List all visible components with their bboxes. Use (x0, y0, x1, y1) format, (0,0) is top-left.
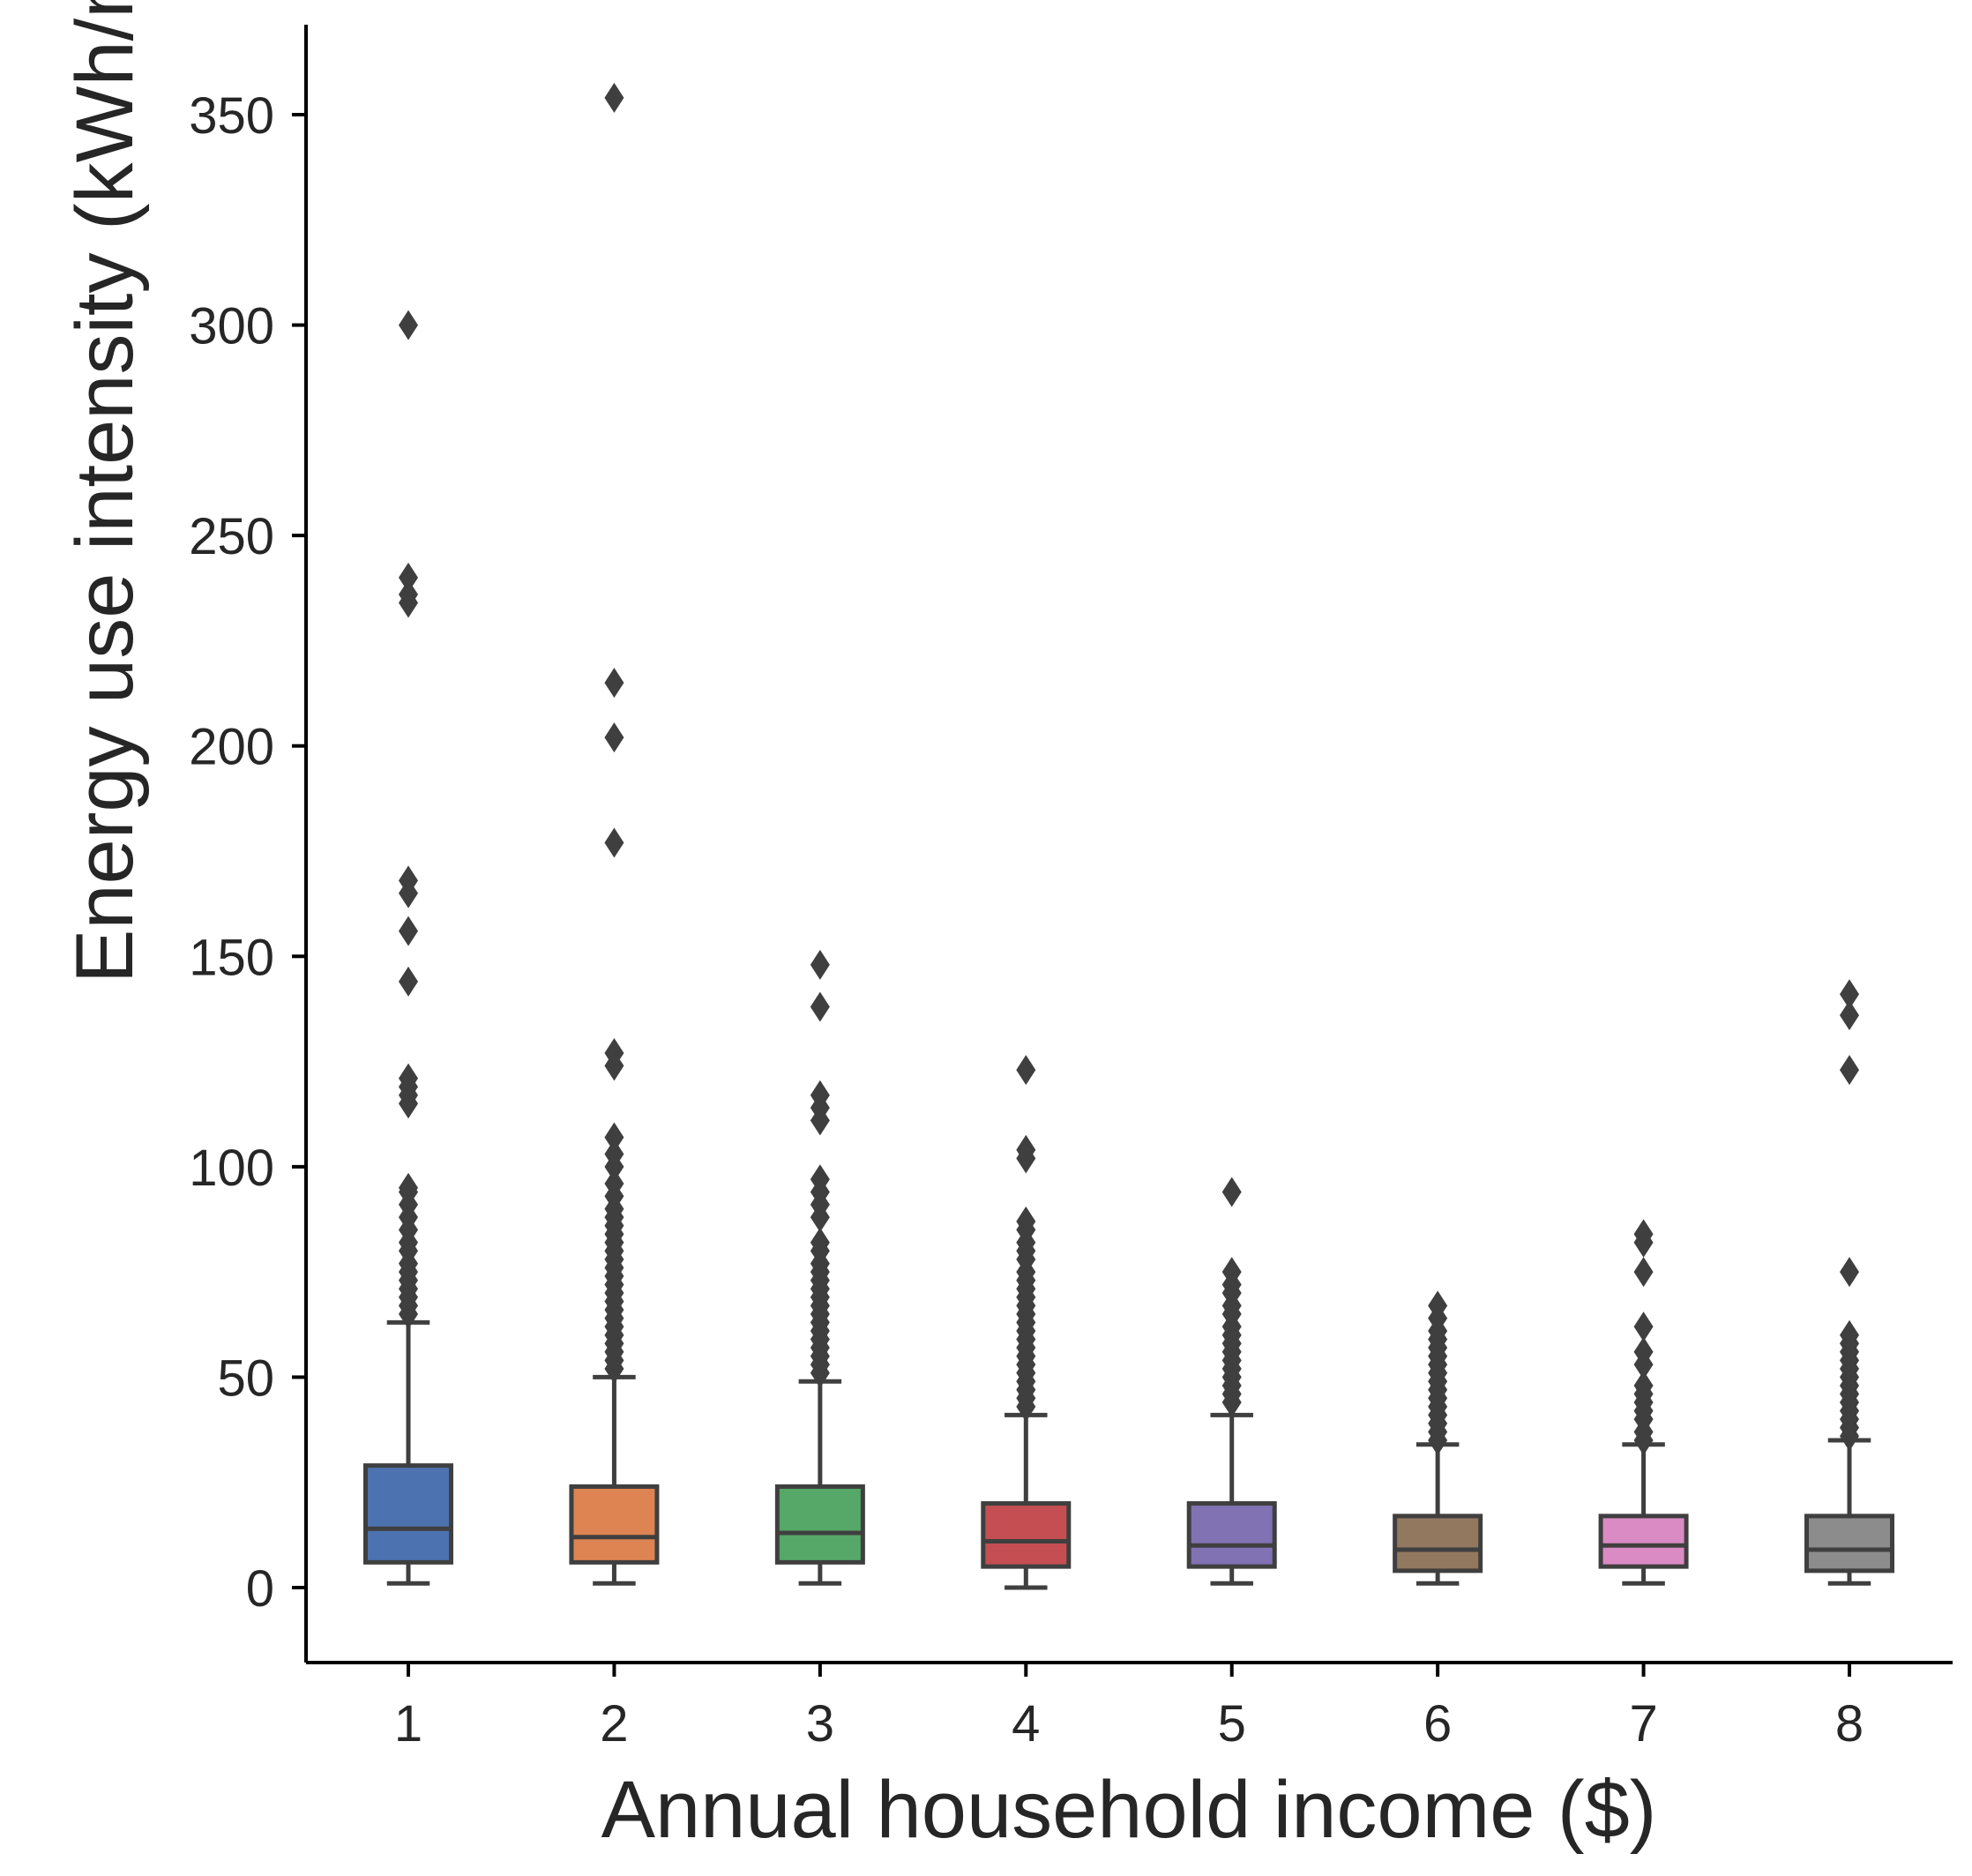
outlier-point (1633, 1370, 1654, 1401)
box-group-8 (1804, 979, 1894, 1586)
x-tick-label: 4 (1012, 1695, 1040, 1753)
x-tick-label: 6 (1423, 1695, 1452, 1753)
outlier-point (1016, 1055, 1036, 1086)
outlier-point (810, 991, 830, 1022)
outlier-point (1840, 1257, 1859, 1288)
outlier-point (604, 1168, 624, 1199)
y-tick-label: 250 (189, 508, 274, 565)
iqr-box (569, 1484, 660, 1565)
x-axis-title: Annual household income ($) (601, 1765, 1657, 1855)
y-tick-label: 50 (217, 1349, 274, 1407)
y-tick-label: 350 (189, 87, 274, 145)
y-tick-label: 100 (189, 1140, 274, 1197)
y-tick-label: 150 (189, 929, 274, 986)
outlier-point (1221, 1177, 1242, 1207)
outlier-point (810, 1080, 830, 1110)
outlier-point (604, 1038, 624, 1069)
outlier-point (1633, 1219, 1654, 1250)
outlier-point (810, 1164, 830, 1195)
outlier-point (604, 827, 624, 858)
boxes-layer (363, 82, 1894, 1590)
y-tick-label: 300 (189, 298, 274, 355)
outlier-point (1016, 1134, 1036, 1165)
outlier-point (1016, 1206, 1036, 1237)
axes-layer: 0 50 100 150 200 250 300 350 1 2 3 4 5 6 7 8 (189, 25, 1953, 1753)
outlier-point (1633, 1312, 1654, 1342)
outlier-point (810, 1227, 830, 1258)
x-tick-label: 2 (600, 1695, 628, 1753)
outlier-point (1840, 1319, 1859, 1350)
outlier-point (1428, 1290, 1448, 1321)
box-group-6 (1393, 1290, 1483, 1586)
iqr-box (1393, 1514, 1483, 1573)
y-tick-label: 0 (246, 1560, 274, 1618)
y-axis-title: Energy use intensity (kWh/m 2 ) (7, 0, 150, 983)
outlier-point (604, 1122, 624, 1153)
outlier-point (399, 1172, 418, 1203)
outlier-point (604, 722, 624, 753)
y-tick-label: 200 (189, 719, 274, 776)
outlier-point (1633, 1257, 1654, 1288)
outlier-point (810, 949, 830, 980)
box-group-5 (1186, 1177, 1277, 1586)
box-group-1 (363, 310, 453, 1586)
svg-text:Energy use intensity (kWh/m: Energy use intensity (kWh/m 2 ) (7, 0, 150, 983)
outlier-point (1840, 979, 1859, 1010)
outlier-point (399, 1063, 418, 1094)
outlier-point (399, 579, 418, 609)
box-group-7 (1598, 1219, 1689, 1586)
iqr-box (1598, 1514, 1689, 1569)
iqr-box (363, 1463, 453, 1565)
iqr-box (981, 1501, 1072, 1569)
x-tick-label: 8 (1835, 1695, 1864, 1753)
iqr-box (774, 1484, 865, 1565)
box-group-2 (569, 82, 660, 1586)
x-tick-label: 7 (1629, 1695, 1657, 1753)
outlier-point (399, 562, 418, 593)
box-group-4 (981, 1055, 1072, 1590)
outlier-point (399, 916, 418, 946)
outlier-point (1840, 1055, 1859, 1086)
x-tick-label: 3 (806, 1695, 834, 1753)
outlier-point (399, 966, 418, 997)
iqr-box (1804, 1514, 1894, 1573)
outlier-point (1840, 1000, 1859, 1031)
x-tick-label: 5 (1218, 1695, 1246, 1753)
box-group-3 (774, 949, 865, 1586)
outlier-point (399, 310, 418, 340)
outlier-point (1633, 1336, 1654, 1367)
outlier-point (399, 865, 418, 896)
outlier-point (604, 82, 624, 113)
outlier-point (604, 668, 624, 699)
y-axis-title-main: Energy use intensity (kWh/m (60, 0, 150, 983)
outlier-point (604, 1139, 624, 1170)
outlier-point (1221, 1257, 1242, 1288)
iqr-box (1186, 1501, 1277, 1569)
x-tick-label: 1 (394, 1695, 422, 1753)
